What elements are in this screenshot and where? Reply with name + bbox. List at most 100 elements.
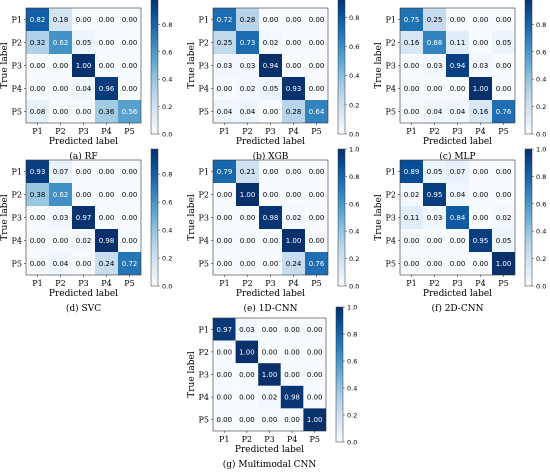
heatmap-cell: [259, 252, 282, 275]
heatmap-cell: [492, 54, 515, 77]
cell-value-label: 0.00: [262, 348, 278, 356]
colorbar-tick-label: 0.8: [536, 21, 546, 29]
cell-value-label: 0.56: [122, 108, 138, 116]
heatmap-cell: [469, 160, 492, 183]
heatmap-cell: [118, 54, 141, 77]
cell-value-label: 0.00: [307, 326, 323, 334]
cell-value-label: 0.00: [450, 237, 466, 245]
x-tick-label: P2: [242, 279, 252, 288]
y-tick-label: P2: [386, 39, 396, 48]
subfigure-caption: (c) MLP: [439, 151, 475, 162]
cell-value-label: 0.08: [30, 108, 46, 116]
y-tick-label: P1: [386, 168, 396, 177]
cell-value-label: 0.05: [496, 237, 512, 245]
heatmap-cell: [118, 77, 141, 100]
heatmap-cell: [118, 8, 141, 31]
y-tick-label: P2: [199, 191, 209, 200]
y-axis-label: True label: [0, 194, 10, 241]
heatmap-cell: [72, 206, 95, 229]
y-tick-label: P4: [386, 237, 396, 246]
cell-value-label: 1.00: [307, 416, 323, 424]
confusion-matrix-2: 0.72 0.28 0.00 0.00 0.000.25 0.73 0.02 0.00 0.00…: [187, 0, 359, 162]
colorbar-tick-label: 0.6: [536, 48, 546, 56]
colorbar-tick-label: 0.6: [536, 200, 546, 208]
heatmap-cell: [423, 31, 446, 54]
cell-value-label: 0.00: [473, 168, 489, 176]
colorbar-tick-label: 0.2: [349, 101, 359, 109]
heatmap-cell: [95, 8, 118, 31]
cell-value-label: 0.84: [450, 214, 466, 222]
cell-value-label: 1.00: [496, 260, 512, 268]
cell-value-label: 0.21: [240, 168, 256, 176]
heatmap-cell: [282, 206, 305, 229]
heatmap-cell: [72, 160, 95, 183]
heatmap-cell: [282, 229, 305, 252]
confusion-matrix-4: 0.93 0.07 0.00 0.00 0.000.38 0.62 0.00 0.00 0.00…: [0, 148, 172, 314]
y-tick-label: P1: [199, 325, 209, 334]
x-tick-label: P4: [287, 435, 297, 444]
cell-value-label: 0.73: [240, 39, 256, 47]
heatmap-cell: [118, 100, 141, 123]
x-tick-label: P4: [288, 279, 298, 288]
cell-value-label: 0.24: [99, 260, 115, 268]
cell-value-label: 0.00: [309, 39, 325, 47]
heatmap-cell: [95, 252, 118, 275]
heatmap-cell: [423, 183, 446, 206]
cell-value-label: 0.00: [496, 62, 512, 70]
heatmap-cell: [400, 54, 423, 77]
colorbar-tick-label: 0.8: [347, 331, 357, 339]
y-axis-label: True label: [187, 42, 197, 89]
cell-value-label: 0.00: [427, 260, 443, 268]
cell-value-label: 0.00: [99, 39, 115, 47]
cell-value-label: 0.25: [427, 16, 443, 24]
heatmap-cell: [259, 31, 282, 54]
cell-value-label: 0.00: [473, 39, 489, 47]
cell-value-label: 0.00: [76, 191, 92, 199]
confusion-matrix-1: 0.82 0.18 0.00 0.00 0.000.32 0.62 0.05 0.00 0.00…: [0, 0, 172, 162]
heatmap-cell: [235, 363, 259, 386]
cell-value-label: 0.00: [53, 237, 69, 245]
cell-value-label: 0.07: [53, 168, 69, 176]
cell-value-label: 0.00: [286, 16, 302, 24]
cell-value-label: 0.00: [240, 214, 256, 222]
cell-value-label: 0.76: [309, 260, 325, 268]
heatmap-cell: [492, 100, 515, 123]
heatmap-cell: [235, 385, 259, 409]
x-tick-label: P2: [242, 435, 252, 444]
cell-value-label: 0.00: [217, 191, 233, 199]
cell-value-label: 0.00: [76, 168, 92, 176]
colorbar-tick-label: 0.2: [347, 412, 357, 420]
cell-value-label: 0.03: [427, 214, 443, 222]
heatmap-cell: [423, 54, 446, 77]
cell-value-label: 0.00: [450, 260, 466, 268]
cell-value-label: 0.00: [217, 416, 233, 424]
heatmap-cell: [236, 252, 259, 275]
heatmap-cell: [400, 160, 423, 183]
heatmap-cell: [469, 8, 492, 31]
x-axis-label: Predicted label: [236, 137, 305, 147]
confusion-matrix-6: 0.89 0.05 0.07 0.00 0.000.02 0.95 0.04 0.00 0.00…: [374, 146, 546, 315]
heatmap-cell: [423, 160, 446, 183]
heatmap-cell: [259, 229, 282, 252]
heatmap-cell: [282, 100, 305, 123]
x-tick-label: P2: [55, 127, 65, 136]
cell-value-label: 0.00: [307, 371, 323, 379]
y-axis-label: True label: [187, 351, 197, 398]
heatmap-cell: [26, 252, 49, 275]
heatmap-cell: [213, 252, 236, 275]
heatmap-cell: [280, 408, 304, 431]
x-tick-label: P5: [309, 435, 319, 444]
heatmap-cell: [49, 31, 72, 54]
heatmap-cell: [305, 183, 328, 206]
cell-value-label: 0.00: [239, 416, 255, 424]
cell-value-label: 0.98: [99, 237, 115, 245]
x-axis-label: Predicted label: [49, 289, 118, 299]
heatmap-cell: [236, 8, 259, 31]
heatmap-cell: [492, 160, 515, 183]
x-tick-label: P5: [311, 127, 321, 136]
heatmap-cell: [236, 100, 259, 123]
heatmap-cell: [259, 160, 282, 183]
cell-value-label: 0.28: [240, 16, 256, 24]
x-axis-label: Predicted label: [236, 289, 305, 299]
heatmap-cell: [95, 31, 118, 54]
